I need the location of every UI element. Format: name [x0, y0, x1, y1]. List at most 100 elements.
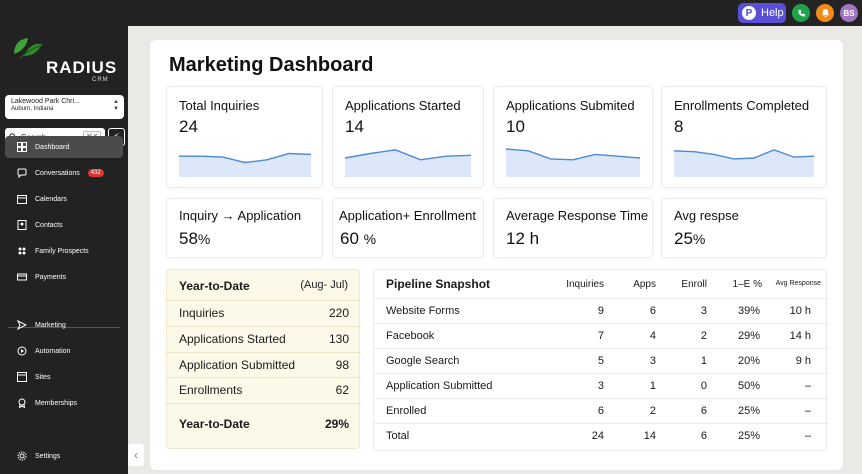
location-switcher[interactable]: Lakewood Park Chri... Auburn, Indiana ▲ ▼ [5, 95, 124, 119]
sidebar-item-contacts[interactable]: Contacts [5, 214, 123, 236]
table-row: Website Forms 9 6 3 39% 10 h [374, 298, 828, 323]
table-cell: 4 [649, 330, 656, 342]
collapse-sidebar-button[interactable]: ‹ [128, 444, 144, 466]
sites-icon [17, 372, 27, 382]
table-cell: 3 [649, 355, 656, 367]
sidebar-item-settings[interactable]: Settings [5, 445, 123, 467]
ytd-divider [167, 377, 361, 378]
kpi-card-avg-response: Avg respse 25% [661, 198, 827, 258]
table-cell: 2 [649, 405, 656, 417]
table-cell: 1 [649, 380, 656, 392]
sparkline-area [345, 149, 471, 177]
kpi-number: 58 [179, 229, 198, 248]
metric-label: Applications Submited [506, 98, 635, 113]
ytd-row-value: 98 [335, 358, 349, 372]
kpi-value: 58% [179, 229, 210, 249]
metric-card-applications-started: Applications Started 14 [332, 86, 484, 188]
table-cell: 39% [737, 305, 760, 317]
ytd-row-label: Enrollments [179, 383, 243, 397]
kpi-unit: % [692, 231, 706, 247]
table-cell: Google Search [386, 355, 460, 367]
table-cell: Enrolled [386, 405, 427, 417]
help-icon: P [742, 6, 756, 20]
sidebar-item-conversations[interactable]: Conversations 432 [5, 162, 123, 184]
phone-icon[interactable] [792, 4, 810, 22]
user-avatar[interactable]: BS [840, 4, 858, 22]
table-row: Application Submitted 3 1 0 50% – [374, 373, 828, 398]
column-header: Apps [633, 279, 656, 290]
brand-name: RADIUS [46, 58, 118, 77]
table-cell: 6 [700, 430, 707, 442]
pipeline-header-row: Pipeline Snapshot Inquiries Apps Enroll … [374, 270, 828, 295]
kpi-value: 12 h [506, 229, 539, 249]
prospects-icon [18, 247, 26, 255]
sidebar-item-label: Sites [35, 373, 51, 381]
metric-value: 14 [345, 117, 364, 136]
table-row: Facebook 7 4 2 29% 14 h [374, 323, 828, 348]
sparkline-line [506, 148, 640, 161]
sidebar-item-marketing[interactable]: Marketing [5, 314, 123, 336]
kpi-unit: % [197, 231, 211, 247]
location-name: Lakewood Park Chri... [11, 98, 80, 105]
kpi-card-average-response-time: Average Response Time 12 h [493, 198, 653, 258]
sparkline-area [179, 153, 311, 177]
kpi-value: 60 % [340, 229, 376, 249]
sparkline-line [345, 149, 471, 161]
sidebar-item-dashboard[interactable]: Dashboard [5, 136, 123, 158]
sparkline [674, 149, 814, 177]
sparkline-line [674, 149, 814, 160]
kpi-label: Average Response Time [506, 208, 649, 223]
payments-icon [17, 273, 27, 281]
sidebar-item-label: Contacts [35, 221, 63, 229]
ytd-row-value: 220 [328, 306, 349, 320]
sidebar-item-label: Family Prospects [35, 247, 89, 255]
ytd-row: Inquiries 220 [179, 306, 349, 320]
table-cell: 3 [597, 380, 604, 392]
sidebar-item-label: Payments [35, 273, 67, 281]
sidebar-item-payments[interactable]: Payments [5, 266, 123, 288]
top-bar: P Help BS [0, 0, 862, 26]
sparkline [506, 148, 640, 177]
radius-logo-icon [14, 38, 42, 59]
kpi-value: 25% [674, 229, 705, 249]
metric-card-enrollments-completed: Enrollments Completed 8 [661, 86, 827, 188]
table-cell: Facebook [386, 330, 435, 342]
kpi-label: Avg respse [674, 208, 739, 223]
table-cell: Application Submitted [386, 380, 493, 392]
ytd-divider [167, 300, 361, 301]
table-cell: 14 h [789, 330, 811, 342]
pipeline-divider [374, 423, 828, 424]
table-row-total: Total 24 14 6 25% – [374, 423, 828, 448]
brand-sub: CRM [92, 77, 109, 83]
ytd-row-label: Inquiries [179, 306, 225, 320]
metric-label: Total Inquiries [179, 98, 260, 113]
help-button[interactable]: P Help [738, 3, 786, 23]
sidebar-item-sites[interactable]: Sites [5, 366, 123, 388]
table-cell: 3 [700, 305, 707, 317]
table-cell: 20% [737, 355, 760, 367]
ytd-range: (Aug- Jul) [300, 279, 348, 291]
pipeline-divider [374, 373, 828, 374]
sidebar-item-family-prospects[interactable]: Family Prospects [5, 240, 123, 262]
ytd-row-label: Application Submitted [179, 358, 296, 372]
ytd-row-value: 130 [328, 332, 349, 346]
table-cell: 25% [737, 430, 760, 442]
sidebar-item-calendars[interactable]: Calendars [5, 188, 123, 210]
table-cell: 7 [597, 330, 604, 342]
dashboard-icon [17, 142, 27, 152]
kpi-number: 25 [674, 229, 693, 248]
ytd-row-label: Applications Started [179, 332, 286, 346]
conversations-badge: 432 [87, 169, 104, 177]
kpi-label: Application+ Enrollment [339, 208, 476, 223]
column-header: Inquiries [566, 279, 604, 290]
table-cell: 5 [597, 355, 604, 367]
sidebar-item-memberships[interactable]: Memberships [5, 392, 123, 414]
ytd-total-label: Year-to-Date [179, 417, 250, 431]
table-row: Enrolled 6 2 6 25% – [374, 398, 828, 423]
bell-icon[interactable] [816, 4, 834, 22]
kpi-card-application-to-enrollment: Application+ Enrollment 60 % [332, 198, 484, 258]
ytd-title: Year-to-Date [179, 279, 250, 293]
sidebar-item-automation[interactable]: Automation [5, 340, 123, 362]
ytd-row-value: 62 [335, 383, 349, 397]
table-cell: 2 [700, 330, 707, 342]
